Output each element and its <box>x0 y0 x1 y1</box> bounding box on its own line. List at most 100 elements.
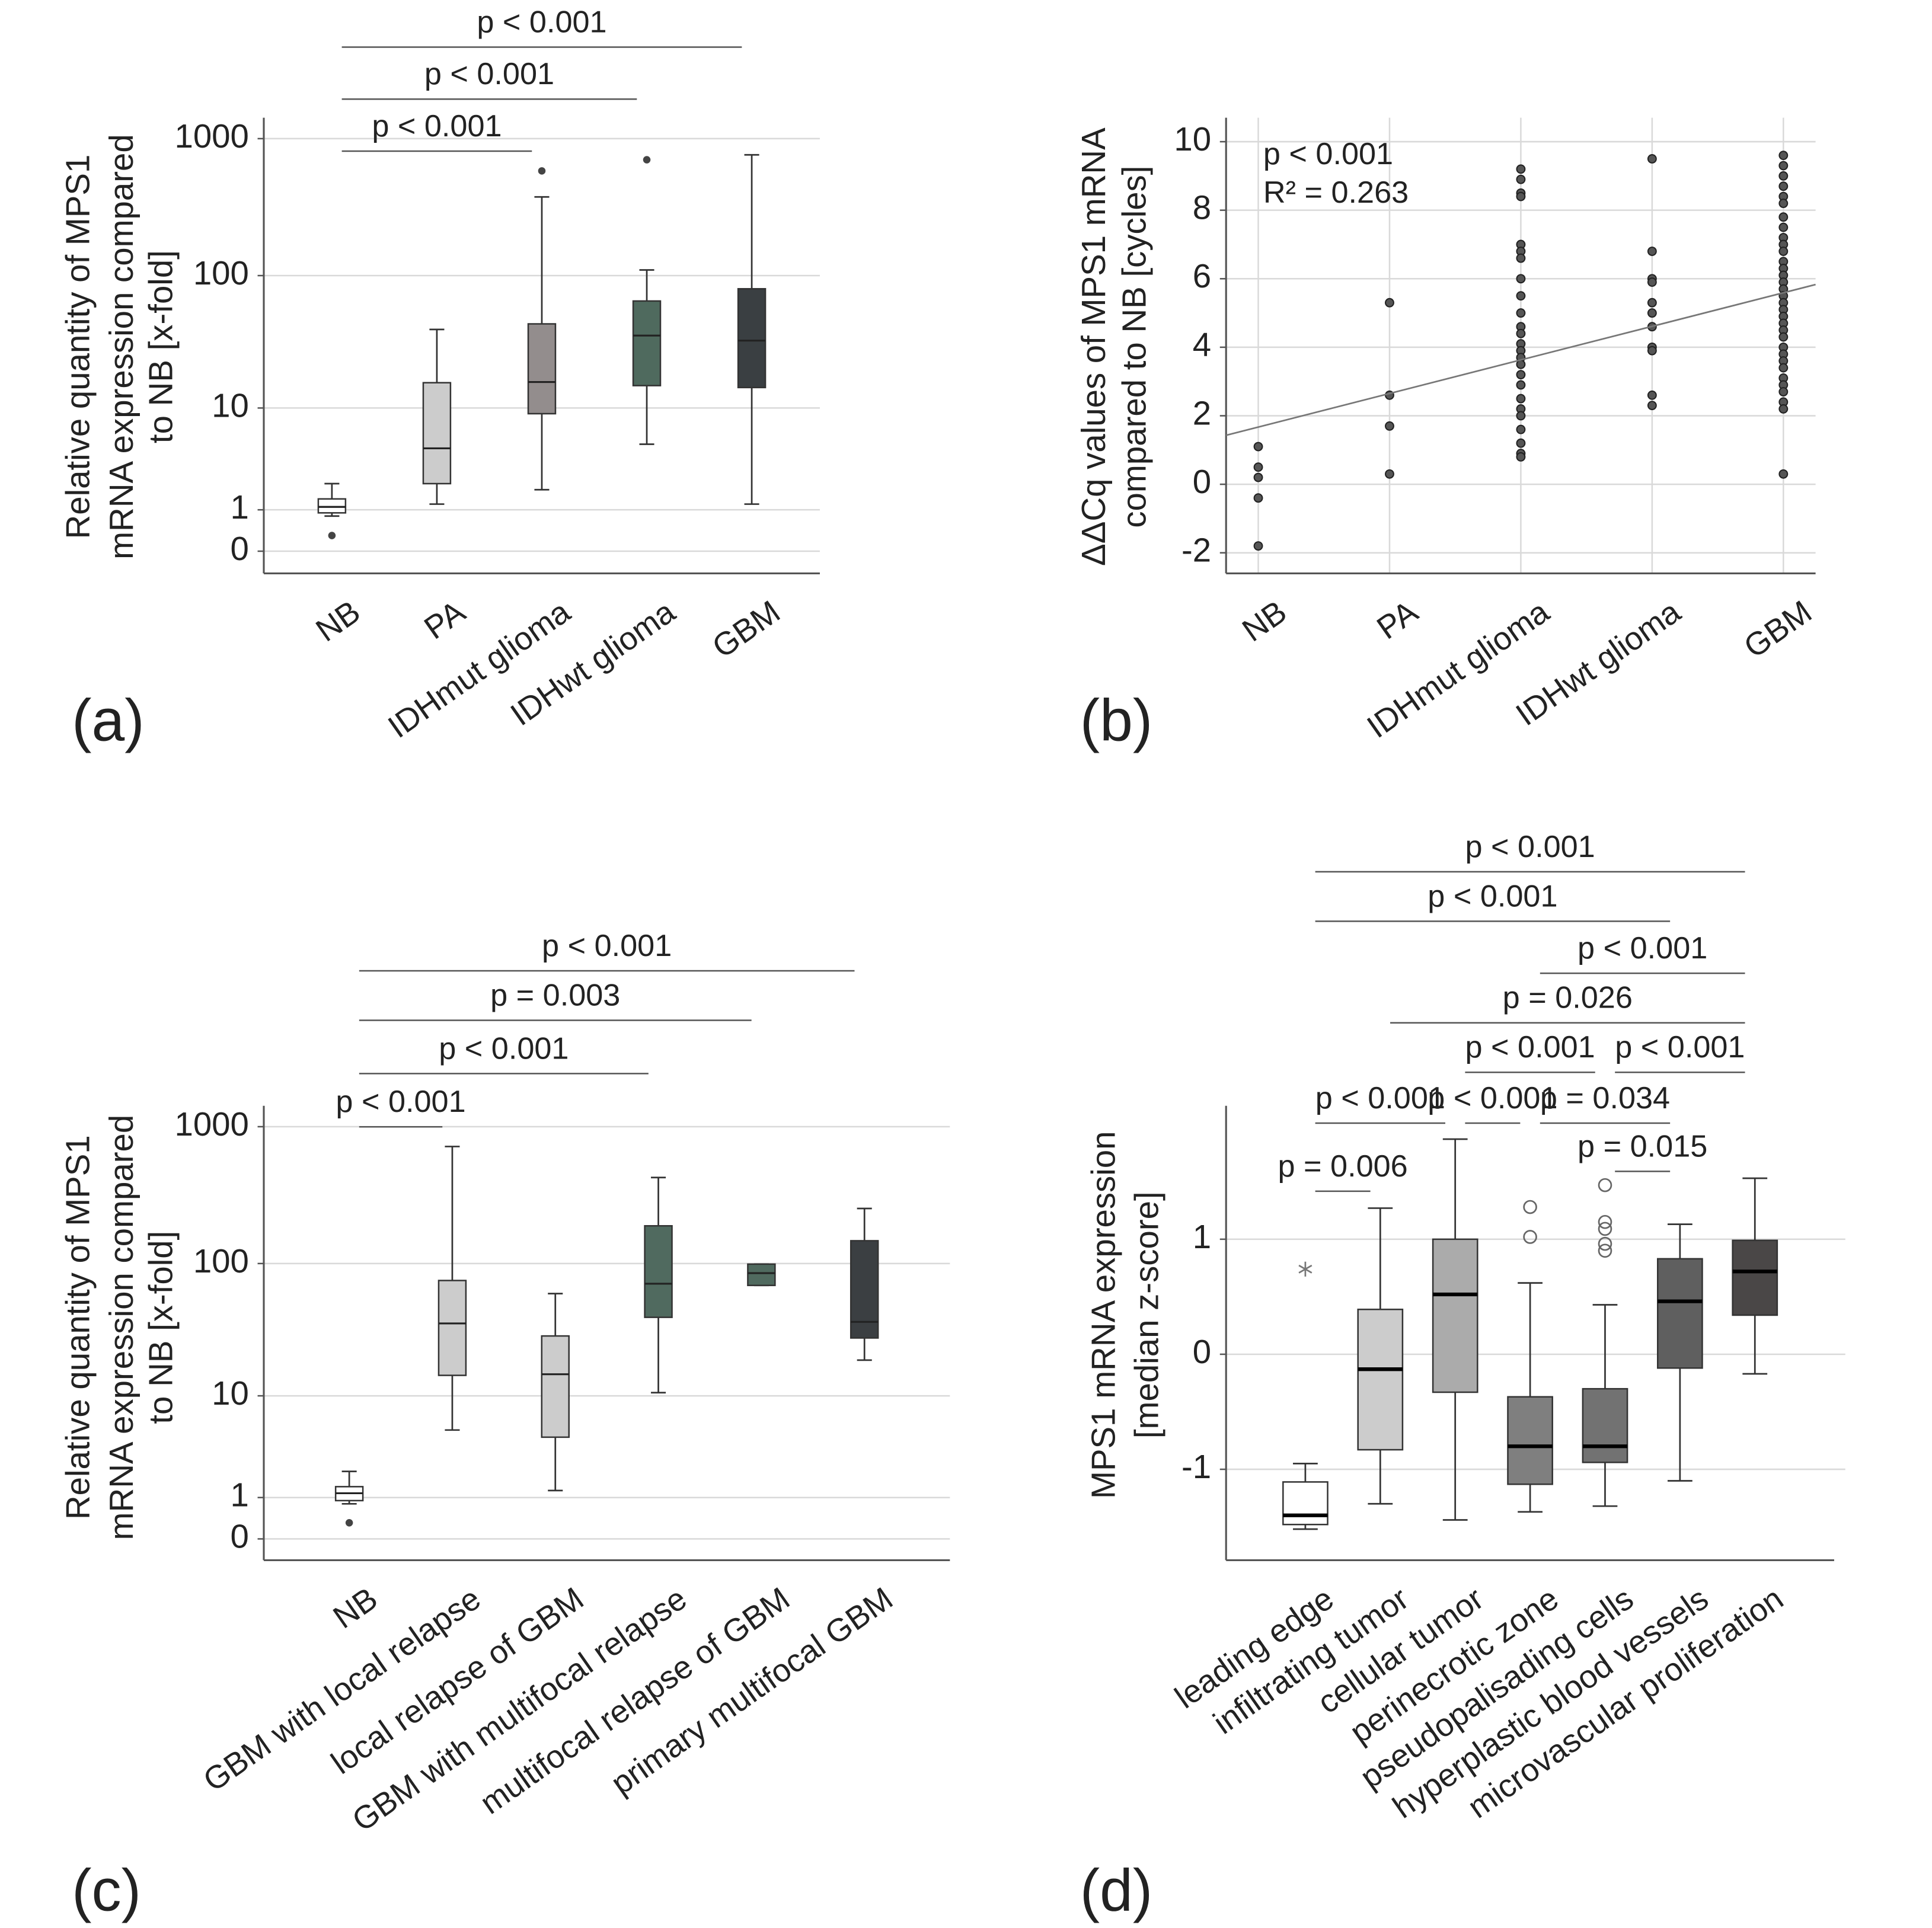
y-tick-label: -2 <box>1181 532 1211 569</box>
y-axis-label: to NB [x-fold] <box>142 1231 180 1424</box>
outlier <box>1598 1236 1612 1251</box>
significance-label: p = 0.003 <box>490 978 620 1012</box>
point <box>1516 174 1526 184</box>
y-tick-label: 1000 <box>174 1105 248 1143</box>
significance-label: p = 0.006 <box>1278 1149 1407 1184</box>
significance-label: p < 0.001 <box>477 5 606 39</box>
x-tick-label: NB <box>1235 593 1293 648</box>
significance-label: p < 0.001 <box>542 929 672 963</box>
point <box>1516 308 1526 318</box>
y-tick-label: 1 <box>231 1476 249 1514</box>
significance-label: p < 0.001 <box>372 109 502 143</box>
y-tick-label: 10 <box>212 386 249 424</box>
y-tick-label: 0 <box>231 530 249 567</box>
box <box>527 323 557 415</box>
x-tick-label: NB <box>327 1580 384 1635</box>
outlier <box>1598 1214 1612 1229</box>
point <box>1385 421 1394 431</box>
y-tick-label: 0 <box>1193 463 1211 500</box>
x-tick-label: IDHmut glioma <box>381 593 577 745</box>
y-axis-label: Relative quantity of MPS1 <box>59 1135 97 1520</box>
extreme <box>1298 1261 1313 1277</box>
point <box>1253 493 1263 503</box>
point <box>1516 424 1526 434</box>
point <box>1385 469 1394 479</box>
point <box>1253 462 1263 472</box>
outlier <box>538 167 546 175</box>
y-axis-label: mRNA expression compared <box>103 134 140 559</box>
y-tick-label: 1000 <box>174 117 248 155</box>
significance-label: p < 0.001 <box>1428 1081 1557 1115</box>
point <box>1778 171 1789 181</box>
box <box>1357 1309 1404 1451</box>
y-tick-label: 0 <box>231 1517 249 1555</box>
panel-label: (c) <box>72 1857 141 1924</box>
point <box>1778 161 1789 171</box>
point <box>1647 247 1657 256</box>
panel-label: (d) <box>1080 1857 1153 1924</box>
y-tick-label: 1 <box>231 488 249 526</box>
y-axis-label: compared to NB [cycles] <box>1116 166 1153 528</box>
box <box>1582 1387 1628 1463</box>
point <box>1778 181 1789 191</box>
point <box>1778 151 1789 161</box>
outlier <box>1598 1243 1612 1258</box>
outlier <box>1598 1222 1612 1236</box>
point <box>1516 452 1526 462</box>
point <box>1647 154 1657 164</box>
point <box>1778 222 1789 232</box>
significance-label: p < 0.001 <box>1315 1081 1445 1115</box>
point <box>1778 404 1789 414</box>
point <box>1253 541 1263 551</box>
point <box>1253 472 1263 482</box>
box <box>317 498 347 514</box>
point <box>1778 247 1789 256</box>
outlier <box>328 532 336 539</box>
point <box>1516 328 1526 338</box>
point <box>1647 346 1657 356</box>
annotation: R² = 0.263 <box>1263 175 1409 210</box>
y-tick-label: 10 <box>212 1374 249 1412</box>
significance-label: p = 0.034 <box>1540 1081 1670 1115</box>
box <box>1432 1238 1478 1393</box>
significance-label: p < 0.001 <box>1428 879 1557 913</box>
point <box>1778 469 1789 479</box>
x-tick-label: PA <box>1371 593 1425 647</box>
point <box>1778 212 1789 222</box>
y-axis-label: [median z-score] <box>1128 1191 1165 1438</box>
significance-label: p = 0.026 <box>1503 981 1633 1015</box>
point <box>1647 298 1657 308</box>
box <box>541 1335 570 1438</box>
box <box>1657 1258 1703 1369</box>
box <box>632 300 662 386</box>
box <box>1282 1481 1329 1526</box>
box <box>747 1263 776 1287</box>
point <box>1778 332 1789 342</box>
point <box>1647 401 1657 411</box>
y-axis-label: to NB [x-fold] <box>142 250 180 443</box>
y-tick-label: 4 <box>1193 326 1211 363</box>
annotation: p < 0.001 <box>1263 137 1393 171</box>
point <box>1647 308 1657 318</box>
outlier <box>643 156 651 164</box>
x-tick-label: GBM <box>1738 593 1818 665</box>
panel-label: (a) <box>72 687 145 753</box>
box <box>422 382 452 485</box>
point <box>1385 298 1394 308</box>
significance-label: p < 0.001 <box>336 1085 465 1119</box>
point <box>1778 363 1789 373</box>
point <box>1516 380 1526 390</box>
point <box>1516 359 1526 369</box>
point <box>1516 291 1526 301</box>
y-axis-label: ΔΔCq values of MPS1 mRNA <box>1075 127 1112 566</box>
y-tick-label: 1 <box>1193 1218 1211 1255</box>
y-axis-label: mRNA expression compared <box>103 1115 140 1540</box>
box <box>1732 1239 1778 1316</box>
significance-label: p < 0.001 <box>1577 931 1707 965</box>
panel-label: (b) <box>1080 687 1153 753</box>
point <box>1516 253 1526 263</box>
box <box>737 287 767 389</box>
outlier <box>1523 1200 1537 1214</box>
trendline <box>1225 283 1816 436</box>
y-axis-label: MPS1 mRNA expression <box>1084 1131 1122 1499</box>
